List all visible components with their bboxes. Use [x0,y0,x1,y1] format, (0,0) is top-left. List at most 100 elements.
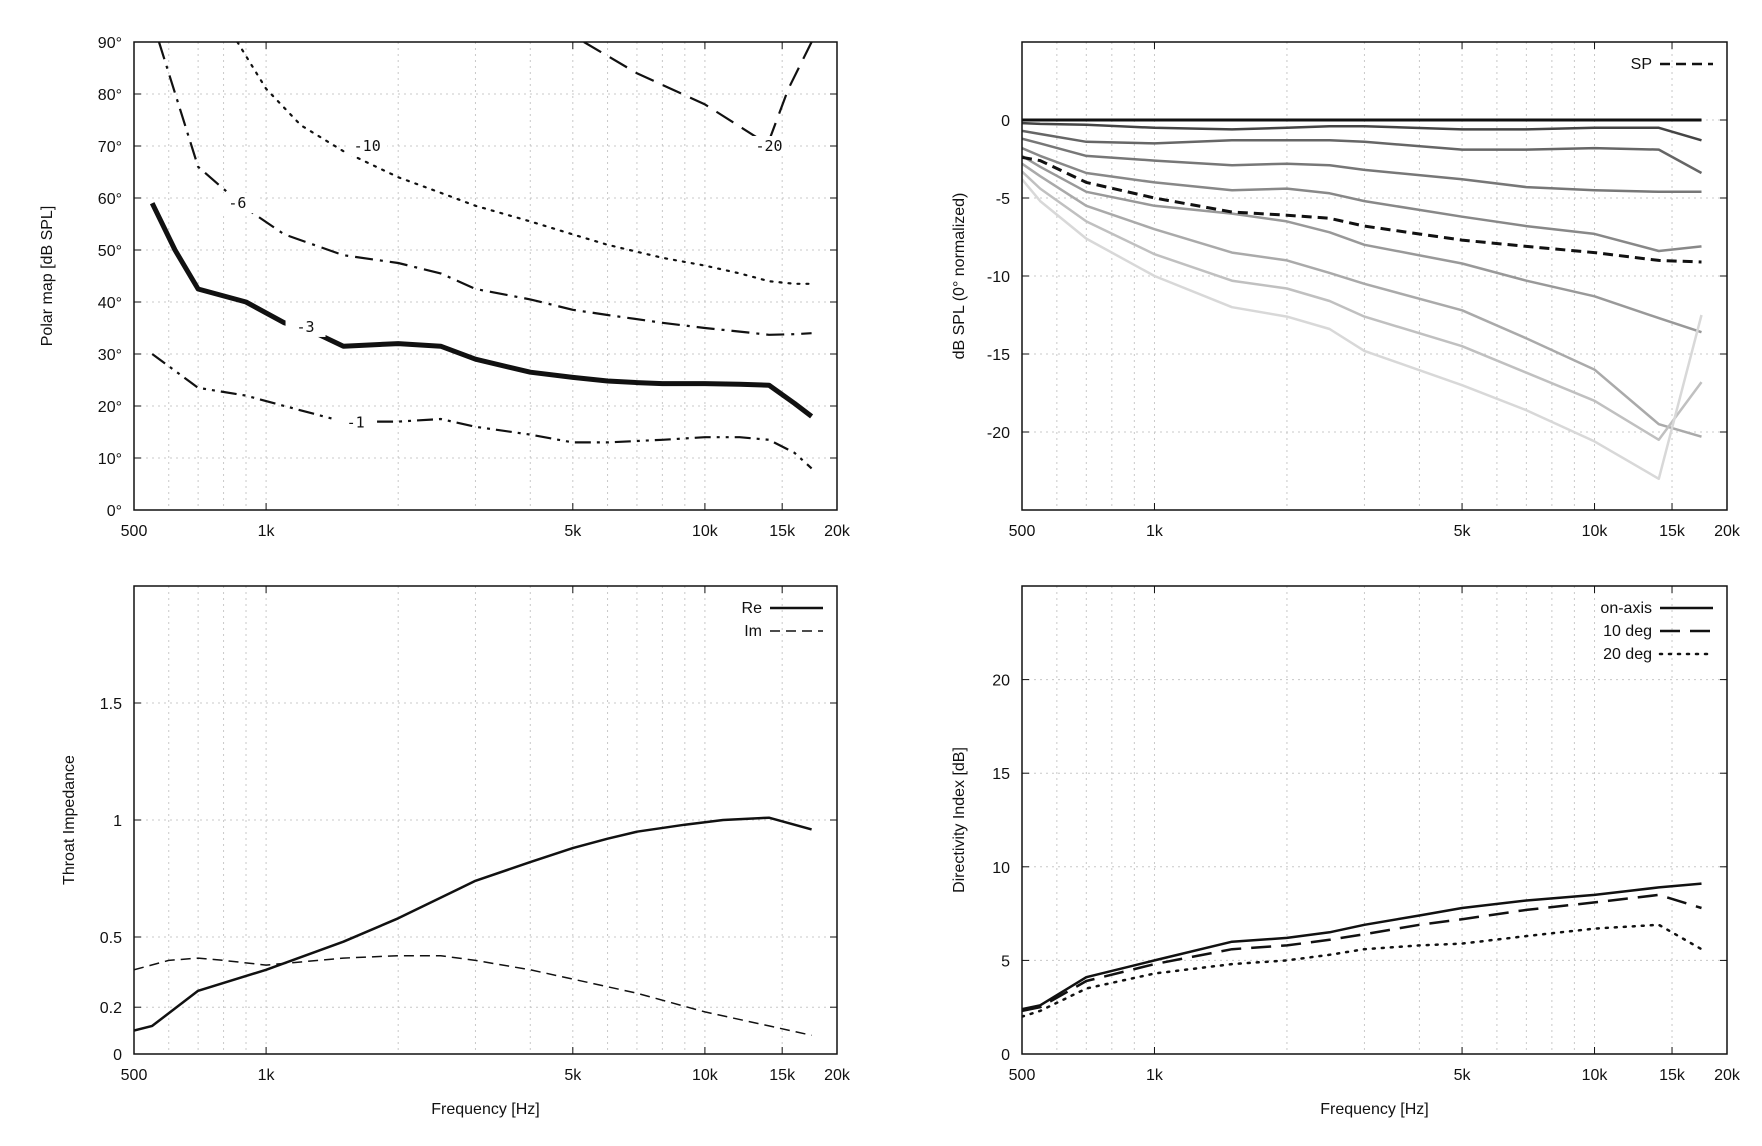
y-axis-label: Directivity Index [dB] [951,747,968,893]
series-line-7 [1022,170,1703,442]
legend-label: on-axis [1600,600,1652,617]
y-axis-label: Polar map [dB SPL] [39,206,56,347]
legend: SP [1631,56,1713,73]
contour-label: -6 [228,194,246,212]
series-group [149,42,814,470]
y-tick-label: 30° [98,347,122,364]
x-tick-label: 5k [1454,523,1472,540]
series-line-Re [134,816,812,1032]
chart-directivity-index: 500 1k 5k 10k 15k 20k 0 5 10 15 20 Directivity Inde… [951,585,1741,1118]
contour-label: -10 [354,137,381,155]
legend: on-axis 10 deg 20 deg [1600,600,1715,663]
series-line-Im [134,954,812,1037]
x-tick-label: 20k [1714,523,1741,540]
contour-label-bg [335,412,376,433]
plot-frame [1021,41,1728,511]
x-tick-label: 500 [1009,523,1036,540]
x-tick-label: 15k [769,523,796,540]
series-line--1 [151,353,813,470]
series-line-SP [1022,155,1702,264]
chart-spl-normalized: 500 1k 5k 10k 15k 20k 0 -5 -10 -15 -20 dB SPL (0° n… [951,41,1741,540]
series-line--3 [149,202,814,419]
x-axis-label: Frequency [Hz] [431,1101,539,1118]
series-line-8 [1022,178,1703,481]
y-tick-label: 80° [98,87,122,104]
y-tick-label: -10 [987,269,1010,286]
contour-label-bg [285,316,326,337]
x-tick-label: 1k [258,1067,276,1084]
gridlines [1022,42,1727,510]
x-tick-label: 10k [692,523,719,540]
series-group [134,816,812,1037]
x-tick-label: 5k [564,523,582,540]
series-line--20 [583,42,813,142]
y-tick-label: 60° [98,191,122,208]
x-tick-label: 15k [1659,523,1686,540]
series-line-2 [1022,129,1703,175]
y-tick-label: 1 [113,813,122,830]
series-line-1 [1022,121,1702,142]
x-tick-label: 15k [1659,1067,1686,1084]
x-tick-label: 500 [1009,1067,1036,1084]
contour-label: -20 [755,137,782,155]
y-tick-label: 0.2 [100,1000,122,1017]
y-tick-label: 15 [992,766,1010,783]
y-axis-label: dB SPL (0° normalized) [951,193,968,360]
x-tick-label: 20k [824,523,851,540]
contour-label: -1 [347,414,365,432]
y-tick-label: 50° [98,243,122,260]
x-tick-label: 1k [1146,1067,1164,1084]
x-tick-label: 5k [564,1067,582,1084]
series-line-6 [1022,162,1702,438]
chart-throat-impedance: 500 1k 5k 10k 15k 20k 0 0.2 0.5 1 1.5 Throat Impeda… [61,585,851,1118]
x-tick-label: 1k [258,523,276,540]
x-tick-label: 15k [769,1067,796,1084]
y-tick-label: 1.5 [100,696,122,713]
y-tick-label: 70° [98,139,122,156]
y-tick-label: 0.5 [100,930,122,947]
x-tick-label: 10k [692,1067,719,1084]
x-tick-label: 500 [121,1067,148,1084]
gridlines [134,586,837,1055]
gridlines [134,41,837,511]
y-tick-label: -15 [987,347,1010,364]
series-line--10 [236,42,813,285]
legend-label: 10 deg [1603,623,1652,640]
x-tick-label: 500 [121,523,148,540]
legend: Re Im [742,600,823,640]
gridlines [1022,586,1727,1055]
contour-label: -3 [297,318,315,336]
y-tick-label: -5 [996,191,1010,208]
x-tick-label: 1k [1146,523,1164,540]
y-tick-label: 10° [98,451,122,468]
contour-label-bg [347,136,388,156]
plot-frame [133,41,838,511]
x-axis-label: Frequency [Hz] [1320,1101,1428,1118]
y-tick-label: 20° [98,399,122,416]
y-tick-label: 90° [98,35,122,52]
x-tick-label: 20k [824,1067,851,1084]
series-line-4 [1022,146,1702,253]
series-line-20 deg [1022,923,1703,1018]
y-tick-label: -20 [987,425,1010,442]
series-group [1022,118,1703,481]
series-group [1022,882,1703,1018]
y-tick-label: 10 [992,860,1010,877]
y-tick-label: 0° [107,503,122,520]
legend-label: SP [1631,56,1652,73]
y-axis-label: Throat Impedance [61,755,78,885]
legend-label: Im [744,623,762,640]
series-line-5 [1022,154,1702,334]
y-tick-label: 20 [992,673,1010,690]
contour-label-bg [749,136,790,156]
series-line--6 [157,42,812,336]
plot-frame [1021,585,1728,1055]
x-tick-label: 10k [1582,1067,1609,1084]
x-tick-label: 10k [1582,523,1609,540]
y-tick-label: 0 [1001,113,1010,130]
x-tick-label: 20k [1714,1067,1741,1084]
series-line-10 deg [1022,893,1702,1013]
x-tick-label: 5k [1454,1067,1472,1084]
chart-polar-map: -1 -3 -6 -10 -20 500 1k 5k 10k 15k 20k 0° 10° 20° 30° 4… [39,35,851,540]
